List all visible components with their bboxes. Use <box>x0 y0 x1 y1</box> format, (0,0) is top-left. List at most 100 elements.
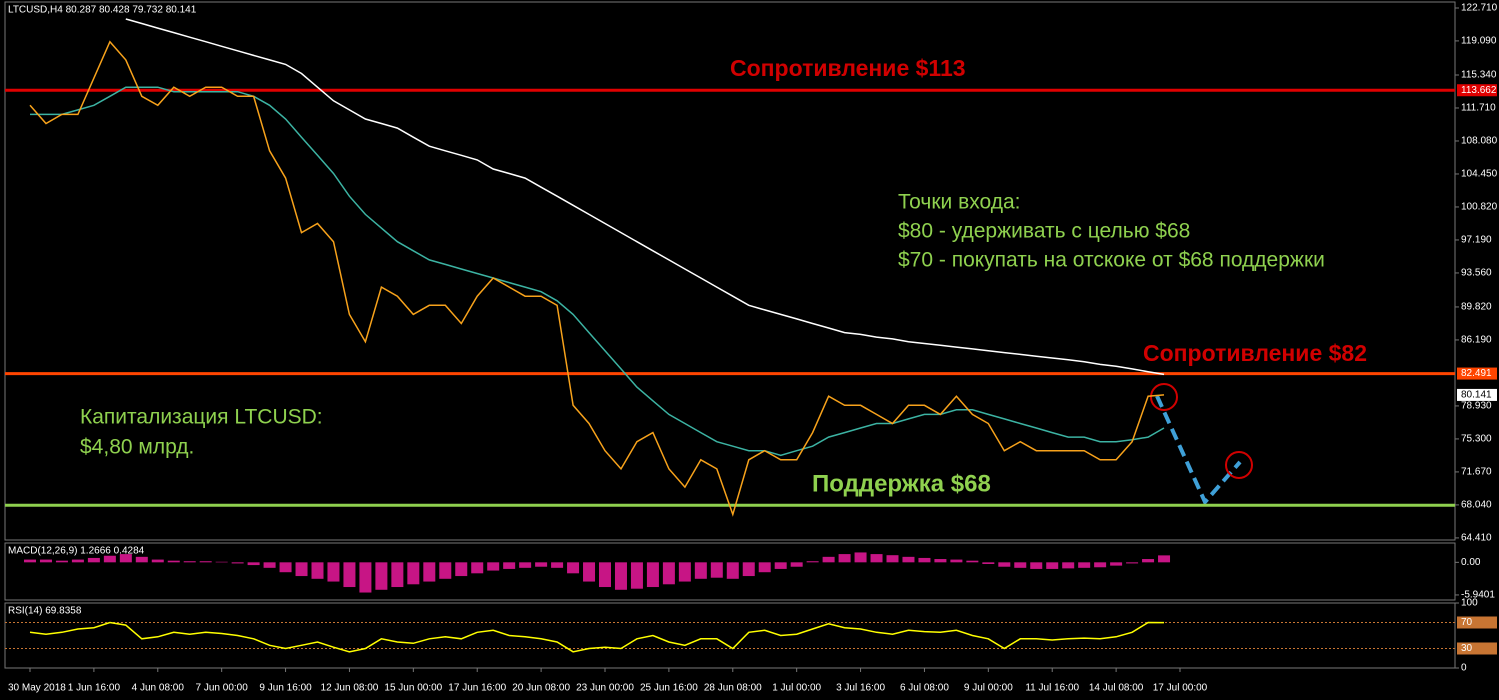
annotation: Точки входа: <box>898 191 1021 214</box>
y-tick-label: 100.820 <box>1461 202 1498 213</box>
forecast-path <box>1155 395 1242 506</box>
histogram-bar <box>151 559 164 563</box>
x-tick-label: 1 Jun 16:00 <box>68 683 121 694</box>
y-tick-label: 122.710 <box>1461 3 1498 14</box>
histogram-bar <box>279 562 292 573</box>
histogram-bar <box>694 562 707 579</box>
histogram-bar <box>1110 562 1123 566</box>
histogram-bar <box>998 562 1011 567</box>
histogram-bar <box>758 562 771 573</box>
y-tick-label: 78.930 <box>1461 401 1492 412</box>
histogram-bar <box>662 562 675 585</box>
y-tick-label: 0.00 <box>1461 557 1481 568</box>
x-tick-label: 12 Jun 08:00 <box>321 683 379 694</box>
histogram-bar <box>1126 562 1139 564</box>
price-panel <box>4 1 1456 541</box>
level-label-box <box>1457 616 1497 629</box>
histogram-bar <box>790 562 803 567</box>
x-tick-label: 11 Jul 16:00 <box>1025 683 1079 694</box>
histogram-bar <box>982 562 995 564</box>
histogram-bar <box>838 554 851 563</box>
histogram-bar <box>1158 555 1171 563</box>
histogram-bar <box>439 562 452 579</box>
annotation: $70 - покупать на отскоке от $68 поддерж… <box>898 249 1325 272</box>
histogram-bar <box>535 562 548 567</box>
histogram-bar <box>726 562 739 579</box>
histogram-bar <box>1030 562 1043 569</box>
annotation: $4,80 млрд. <box>80 436 194 459</box>
histogram-bar <box>599 562 611 588</box>
histogram-bar <box>183 561 196 563</box>
price-label: 80.141 <box>1461 390 1492 401</box>
annotation: Поддержка $68 <box>812 470 991 497</box>
level-label: 70 <box>1461 617 1473 628</box>
x-tick-label: 14 Jul 08:00 <box>1089 683 1144 694</box>
y-tick-label: 71.670 <box>1461 467 1492 478</box>
histogram-bar <box>678 562 691 582</box>
series-line <box>125 18 1165 376</box>
histogram-bar <box>966 560 979 563</box>
histogram-bar <box>263 562 276 568</box>
y-tick-label: 97.190 <box>1461 235 1492 246</box>
histogram-bar <box>407 562 420 585</box>
level-label-box <box>1457 84 1497 97</box>
histogram-bar <box>630 562 643 589</box>
histogram-bar <box>423 562 436 582</box>
marker-circle <box>1150 383 1178 411</box>
histogram-bar <box>24 559 36 563</box>
y-tick-label: 100 <box>1461 598 1478 609</box>
x-tick-label: 9 Jul 00:00 <box>964 683 1013 694</box>
y-tick-label: 0 <box>1461 663 1467 674</box>
histogram-bar <box>343 562 356 588</box>
macd-panel <box>4 542 1456 601</box>
histogram-bar <box>519 562 532 568</box>
y-tick-label: -5.9401 <box>1461 590 1495 601</box>
histogram-bar <box>1078 562 1091 568</box>
y-tick-label: 86.190 <box>1461 335 1492 346</box>
panel-title: LTCUSD,H4 80.287 80.428 79.732 80.141 <box>8 5 197 16</box>
panel-title: RSI(14) 69.8358 <box>8 606 82 617</box>
x-tick-label: 7 Jun 00:00 <box>196 683 249 694</box>
x-tick-label: 6 Jul 08:00 <box>900 683 949 694</box>
y-tick-label: 108.080 <box>1461 136 1498 147</box>
series-line <box>30 86 1165 457</box>
histogram-bar <box>1046 562 1059 569</box>
histogram-bar <box>119 554 132 563</box>
histogram-bar <box>854 552 867 563</box>
histogram-bar <box>918 557 931 563</box>
x-tick-label: 1 Jul 00:00 <box>772 683 821 694</box>
y-tick-label: 115.340 <box>1461 70 1497 81</box>
panel-title: MACD(12,26,9) 1.2666 0.4284 <box>8 546 145 557</box>
histogram-bar <box>950 559 963 563</box>
histogram-bar <box>886 555 899 563</box>
histogram-bar <box>311 562 324 579</box>
histogram-bar <box>359 562 372 593</box>
x-tick-label: 30 May 2018 <box>8 683 66 694</box>
histogram-bar <box>295 562 308 577</box>
histogram-bar <box>1014 562 1027 568</box>
histogram-bar <box>135 556 148 563</box>
histogram-bar <box>471 562 484 574</box>
level-label: 30 <box>1461 643 1473 654</box>
histogram-bar <box>614 562 627 590</box>
histogram-bar <box>870 554 883 563</box>
histogram-bar <box>39 559 52 563</box>
y-tick-label: 119.090 <box>1461 36 1497 47</box>
x-tick-label: 17 Jun 16:00 <box>448 683 506 694</box>
histogram-bar <box>583 562 596 582</box>
annotation: $80 - удерживать с целью $68 <box>898 220 1190 243</box>
histogram-bar <box>215 561 228 563</box>
histogram-bar <box>71 559 84 563</box>
histogram-bar <box>167 560 180 563</box>
histogram-bar <box>1094 562 1107 568</box>
histogram-bar <box>902 556 915 563</box>
level-label: 113.662 <box>1461 85 1497 96</box>
y-tick-label: 64.410 <box>1461 533 1492 544</box>
rsi-panel <box>4 602 1456 669</box>
histogram-bar <box>934 559 947 563</box>
histogram-bar <box>551 562 564 568</box>
x-tick-label: 3 Jul 16:00 <box>836 683 885 694</box>
x-tick-label: 4 Jun 08:00 <box>132 683 185 694</box>
x-tick-label: 9 Jun 16:00 <box>259 683 312 694</box>
